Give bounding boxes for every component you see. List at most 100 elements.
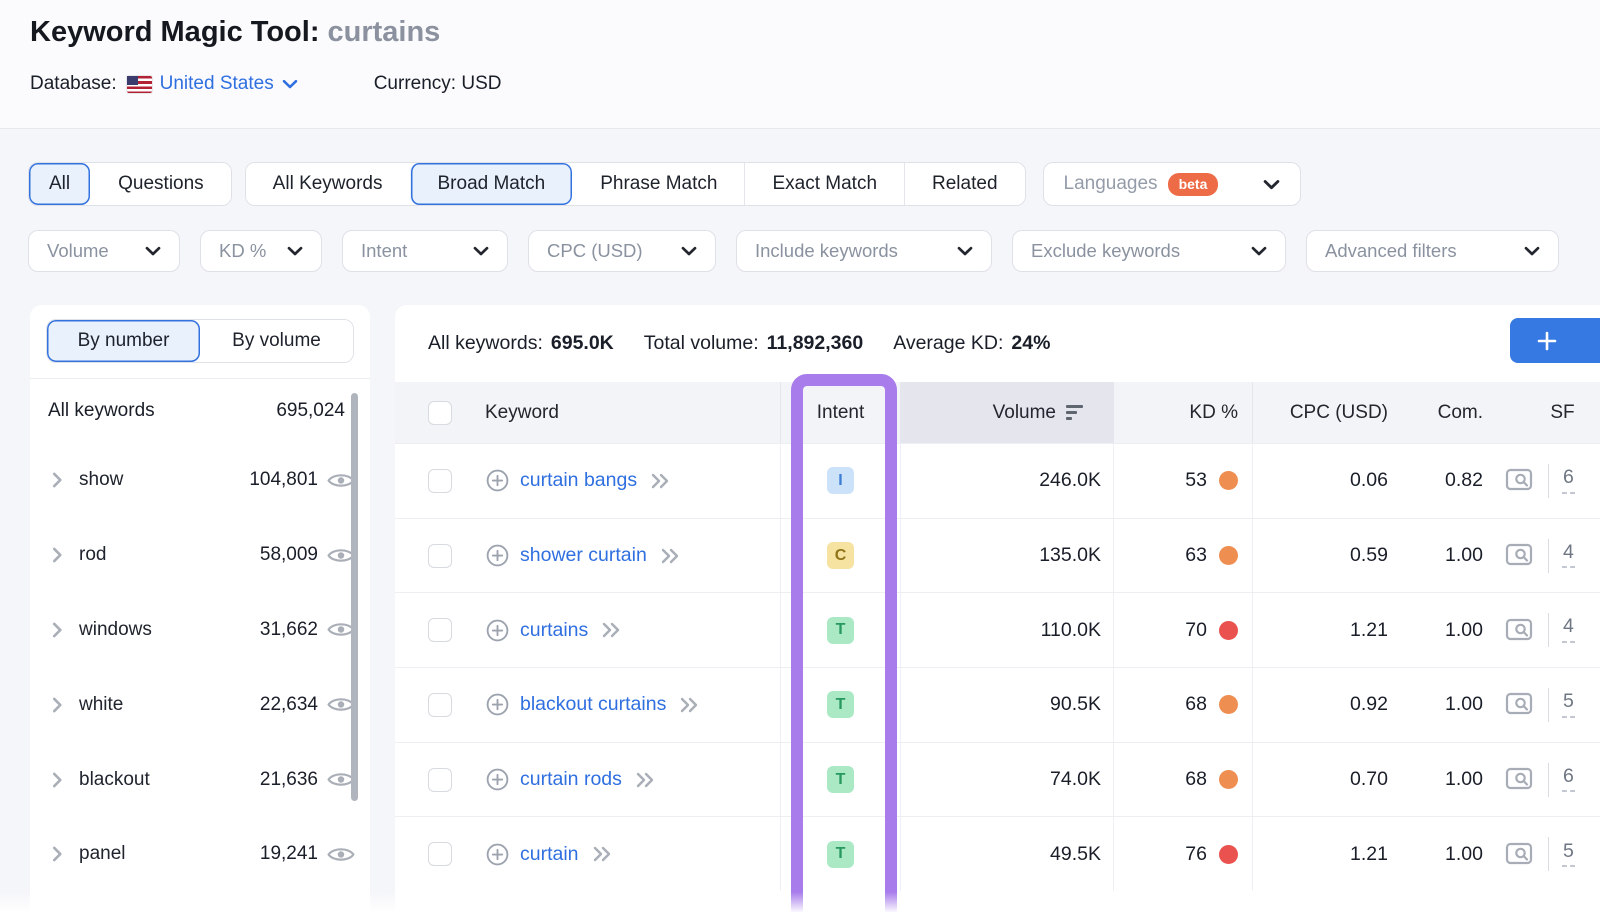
serp-preview-icon[interactable] <box>1505 618 1535 643</box>
row-checkbox[interactable] <box>428 692 452 717</box>
database-selector[interactable]: United States <box>160 73 298 95</box>
sf-count[interactable]: 4 <box>1562 542 1575 569</box>
sidebar-item-show[interactable]: show 104,801 <box>30 443 370 518</box>
column-header-cpc[interactable]: CPC (USD) <box>1252 382 1401 443</box>
sf-count[interactable]: 5 <box>1562 692 1575 718</box>
filter-advanced-filters[interactable]: Advanced filters <box>1306 230 1559 272</box>
row-checkbox[interactable] <box>428 618 452 643</box>
serp-preview-icon[interactable] <box>1505 767 1535 792</box>
kd-difficulty-dot <box>1219 844 1238 864</box>
filter-kd[interactable]: KD % <box>200 230 322 272</box>
double-chevron-icon[interactable] <box>598 621 624 639</box>
tab-label: All Keywords <box>272 173 383 194</box>
intent-badge[interactable]: I <box>827 467 854 495</box>
toggle-by-volume[interactable]: By volume <box>200 320 353 362</box>
keyword-group-count: 19,241 <box>259 843 318 865</box>
keyword-link[interactable]: shower curtain <box>520 544 647 567</box>
chevron-right-icon[interactable] <box>46 694 72 716</box>
filter-include-keywords[interactable]: Include keywords <box>736 230 992 272</box>
add-keyword-icon[interactable] <box>485 842 510 867</box>
row-checkbox[interactable] <box>428 543 452 568</box>
column-header-keyword[interactable]: Keyword <box>485 401 559 423</box>
keyword-link[interactable]: blackout curtains <box>520 693 667 716</box>
chevron-right-icon[interactable] <box>46 843 72 865</box>
tab-label: Exact Match <box>772 173 878 194</box>
sidebar-item-white[interactable]: white 22,634 <box>30 667 370 742</box>
sidebar-item-blackout[interactable]: blackout 21,636 <box>30 742 370 817</box>
add-to-list-button[interactable] <box>1510 318 1600 363</box>
tab-phrase-match[interactable]: Phrase Match <box>572 163 745 205</box>
tab-broad-match[interactable]: Broad Match <box>409 163 573 205</box>
add-keyword-icon[interactable] <box>485 767 510 792</box>
tab-related[interactable]: Related <box>904 163 1025 205</box>
keyword-link[interactable]: curtain <box>520 842 579 865</box>
languages-dropdown[interactable]: Languages beta <box>1042 162 1301 206</box>
divider <box>1548 538 1549 573</box>
double-chevron-icon[interactable] <box>589 845 615 863</box>
keyword-link[interactable]: curtain rods <box>520 768 622 791</box>
sidebar-item-rod[interactable]: rod 58,009 <box>30 518 370 593</box>
chevron-right-icon[interactable] <box>46 619 72 641</box>
filter-exclude-keywords[interactable]: Exclude keywords <box>1012 230 1286 272</box>
column-header-com[interactable]: Com. <box>1437 401 1483 423</box>
column-header-intent[interactable]: Intent <box>780 382 900 443</box>
add-keyword-icon[interactable] <box>485 543 510 568</box>
intent-badge[interactable]: C <box>827 542 854 570</box>
com-value: 1.00 <box>1445 768 1483 791</box>
add-keyword-icon[interactable] <box>485 468 510 493</box>
eye-icon[interactable] <box>326 844 356 865</box>
add-keyword-icon[interactable] <box>485 692 510 717</box>
cpc-value: 0.59 <box>1252 518 1401 593</box>
intent-badge[interactable]: T <box>827 766 854 794</box>
double-chevron-icon[interactable] <box>676 696 702 714</box>
chevron-right-icon[interactable] <box>46 544 72 566</box>
toggle-by-number[interactable]: By number <box>47 320 200 362</box>
row-checkbox[interactable] <box>428 842 452 867</box>
double-chevron-icon[interactable] <box>647 472 673 490</box>
serp-preview-icon[interactable] <box>1505 468 1535 493</box>
keyword-link[interactable]: curtain bangs <box>520 469 638 492</box>
column-header-sf[interactable]: SF <box>1550 401 1575 423</box>
tab-exact-match[interactable]: Exact Match <box>744 163 905 205</box>
column-header-kd[interactable]: KD % <box>1113 382 1252 443</box>
filter-intent[interactable]: Intent <box>342 230 508 272</box>
results-panel: All keywords: 695.0K Total volume: 11,892,… <box>395 305 1600 912</box>
filters-bar: Volume KD % Intent CPC (USD) Include key… <box>28 230 1559 272</box>
select-all-checkbox[interactable] <box>428 400 452 425</box>
filter-volume[interactable]: Volume <box>28 230 180 272</box>
sf-count[interactable]: 6 <box>1562 468 1575 494</box>
chevron-down-icon <box>1524 246 1540 256</box>
tab-questions[interactable]: Questions <box>90 163 231 205</box>
add-keyword-icon[interactable] <box>485 618 510 643</box>
sidebar-item-panel[interactable]: panel 19,241 <box>30 817 370 892</box>
volume-value: 90.5K <box>900 668 1113 742</box>
tab-all[interactable]: All <box>29 163 91 205</box>
kd-difficulty-dot <box>1219 546 1238 566</box>
column-header-volume[interactable]: Volume <box>900 382 1113 443</box>
intent-badge[interactable]: T <box>827 691 854 719</box>
intent-badge[interactable]: T <box>827 616 854 644</box>
chevron-right-icon[interactable] <box>46 769 72 791</box>
beta-badge: beta <box>1167 172 1219 196</box>
row-checkbox[interactable] <box>428 468 452 493</box>
tab-label: Related <box>932 173 998 194</box>
row-checkbox[interactable] <box>428 767 452 792</box>
sidebar-item-windows[interactable]: windows 31,662 <box>30 593 370 668</box>
sf-count[interactable]: 4 <box>1562 617 1575 643</box>
volume-header-label: Volume <box>992 401 1056 423</box>
serp-preview-icon[interactable] <box>1505 842 1535 867</box>
intent-badge[interactable]: T <box>827 840 854 868</box>
sf-count[interactable]: 6 <box>1562 766 1575 793</box>
filter-cpc-usd[interactable]: CPC (USD) <box>528 230 716 272</box>
sf-count[interactable]: 5 <box>1562 841 1575 868</box>
serp-preview-icon[interactable] <box>1505 543 1535 568</box>
chevron-right-icon[interactable] <box>46 469 72 491</box>
serp-preview-icon[interactable] <box>1505 692 1535 717</box>
com-value: 0.82 <box>1445 469 1483 492</box>
double-chevron-icon[interactable] <box>657 547 683 565</box>
tab-all-keywords[interactable]: All Keywords <box>245 163 410 205</box>
sidebar-scrollbar[interactable] <box>351 393 358 801</box>
double-chevron-icon[interactable] <box>632 771 658 789</box>
sidebar-item-all-keywords[interactable]: All keywords 695,024 <box>30 379 370 443</box>
keyword-link[interactable]: curtains <box>520 618 589 641</box>
